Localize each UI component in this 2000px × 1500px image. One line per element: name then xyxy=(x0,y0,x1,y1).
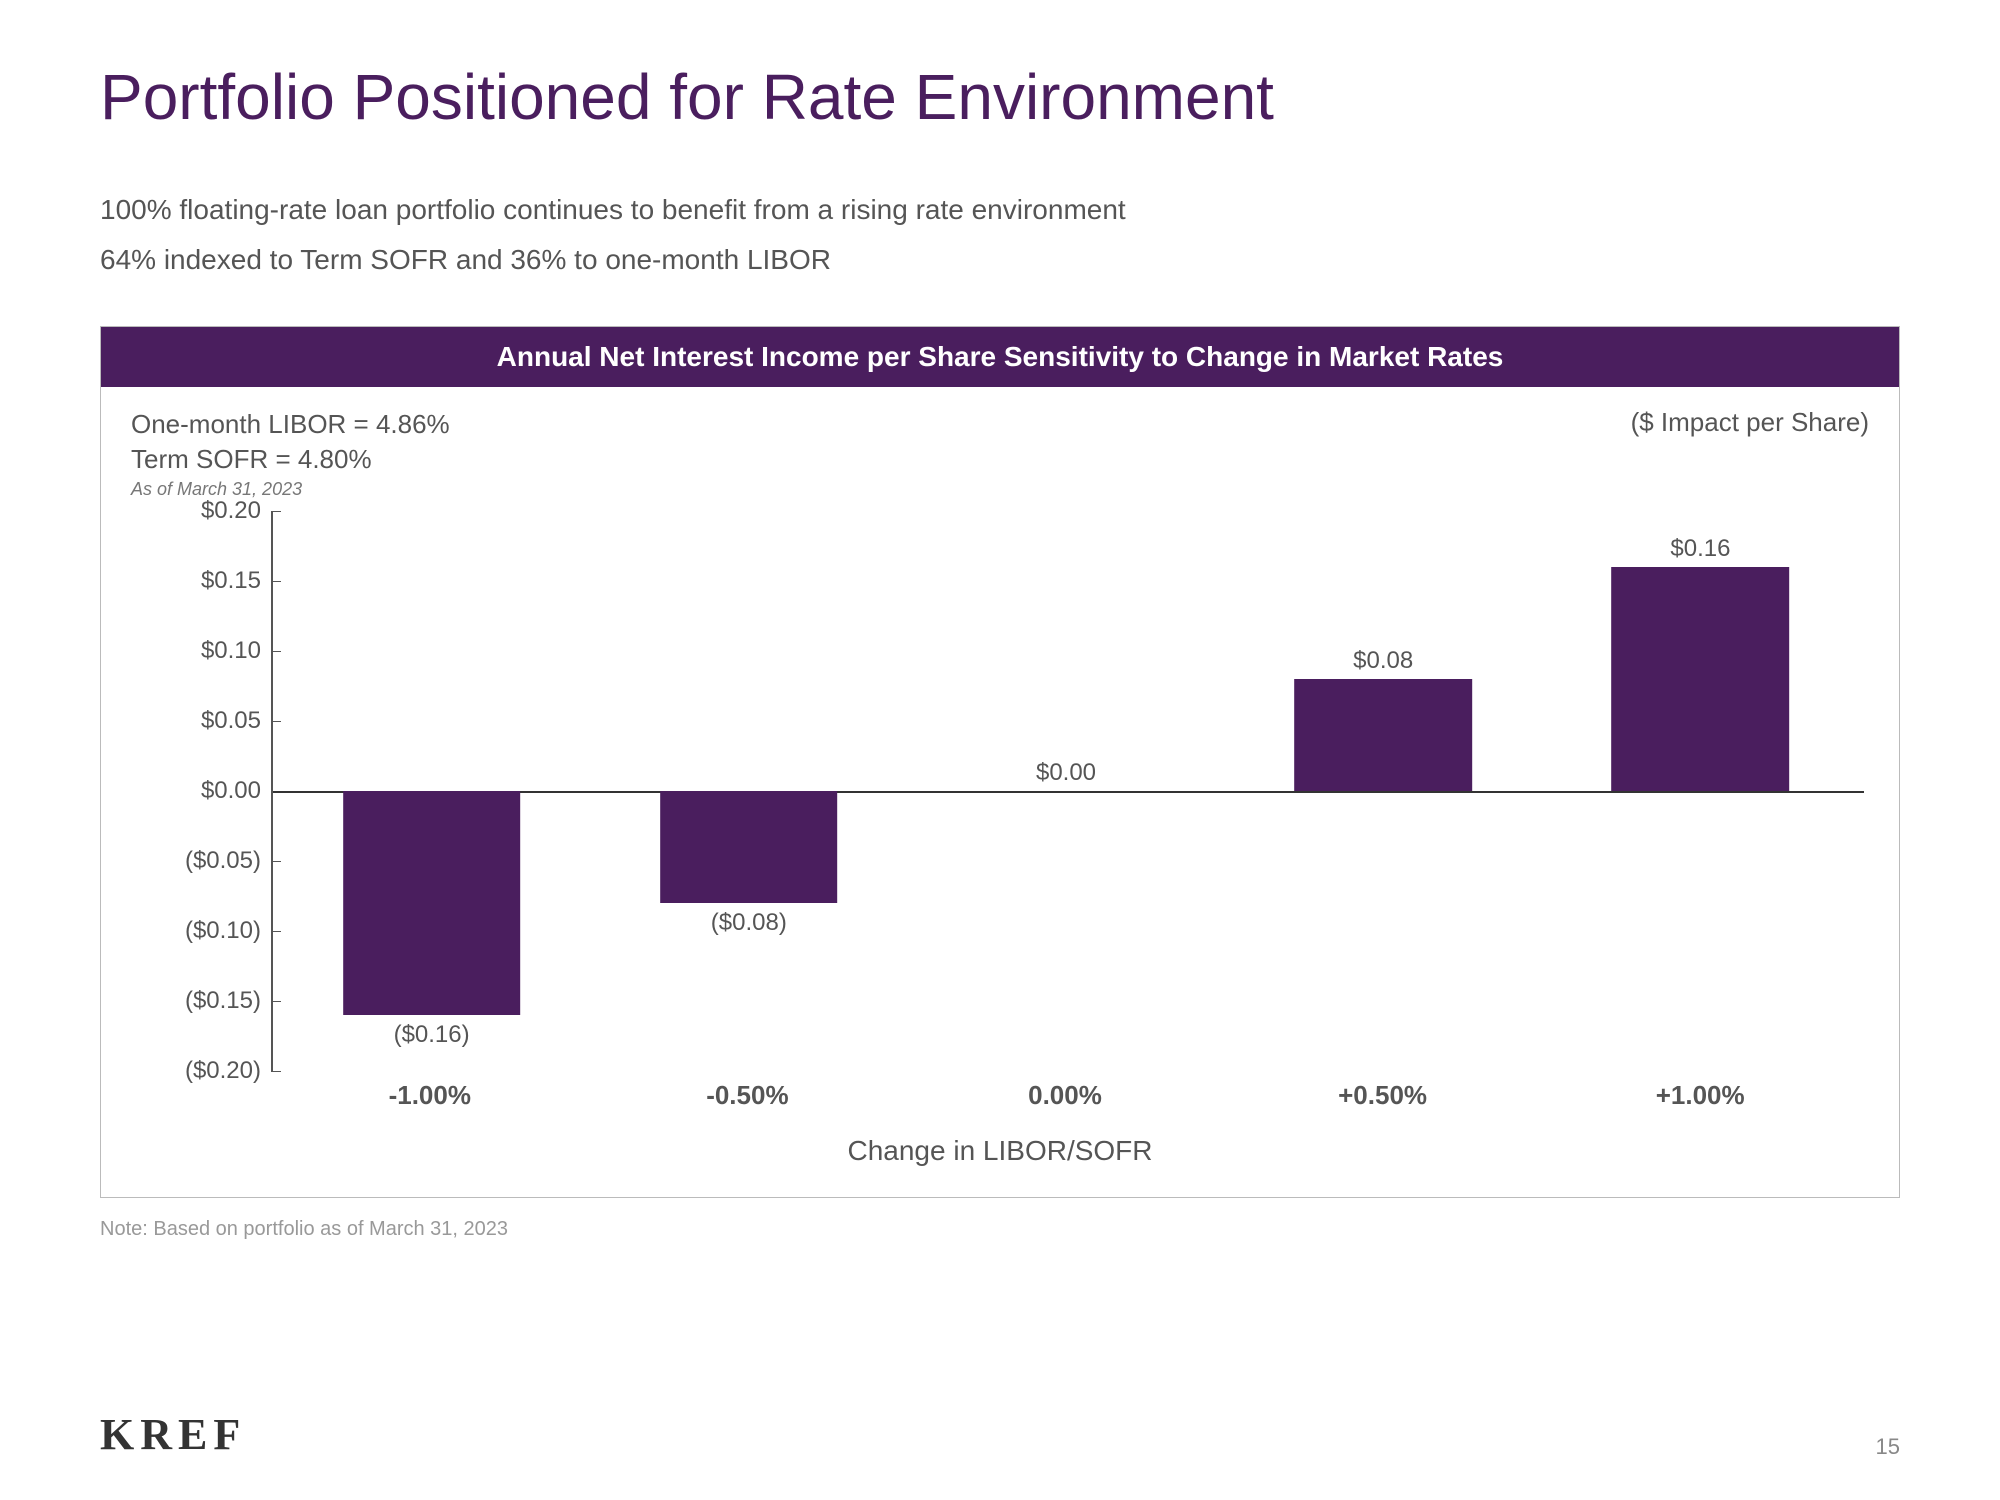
bar-slot: $0.00 xyxy=(907,511,1224,1071)
bar xyxy=(1612,567,1790,791)
bars-group: ($0.16) ($0.08) $0.00 $0.08 $0.16 xyxy=(273,511,1859,1071)
x-tick-label: -0.50% xyxy=(589,1080,907,1111)
bar-slot: $0.08 xyxy=(1225,511,1542,1071)
bar-value-label: ($0.16) xyxy=(394,1021,470,1049)
plot-wrap: $0.20$0.15$0.10$0.05$0.00($0.05)($0.10)(… xyxy=(131,511,1869,1131)
bar-value-label: $0.00 xyxy=(1036,759,1096,787)
y-tick-label: $0.10 xyxy=(201,637,261,665)
bar-slot: $0.16 xyxy=(1542,511,1859,1071)
chart-meta-right: ($ Impact per Share) xyxy=(1631,407,1869,438)
x-axis-title: Change in LIBOR/SOFR xyxy=(131,1135,1869,1167)
page-number: 15 xyxy=(1876,1434,1900,1460)
y-tick-label: $0.20 xyxy=(201,497,261,525)
y-tick-label: ($0.15) xyxy=(185,987,261,1015)
page-title: Portfolio Positioned for Rate Environmen… xyxy=(100,60,1900,134)
footer: KREF 15 xyxy=(100,1409,1900,1460)
bar-value-label: $0.08 xyxy=(1353,647,1413,675)
x-tick-label: 0.00% xyxy=(906,1080,1224,1111)
bar-slot: ($0.16) xyxy=(273,511,590,1071)
y-tick-label: ($0.20) xyxy=(185,1057,261,1085)
bar-slot: ($0.08) xyxy=(590,511,907,1071)
y-tick-label: $0.00 xyxy=(201,777,261,805)
chart-area: One-month LIBOR = 4.86% Term SOFR = 4.80… xyxy=(101,387,1899,1197)
y-tick-label: ($0.05) xyxy=(185,847,261,875)
bar-value-label: $0.16 xyxy=(1670,535,1730,563)
y-axis: $0.20$0.15$0.10$0.05$0.00($0.05)($0.10)(… xyxy=(131,511,271,1071)
y-tick-label: $0.05 xyxy=(201,707,261,735)
y-tick xyxy=(271,1071,281,1072)
y-tick-label: $0.15 xyxy=(201,567,261,595)
logo: KREF xyxy=(100,1409,246,1460)
y-tick-label: ($0.10) xyxy=(185,917,261,945)
chart-meta-left: One-month LIBOR = 4.86% Term SOFR = 4.80… xyxy=(131,407,450,501)
x-tick-label: -1.00% xyxy=(271,1080,589,1111)
bar xyxy=(1294,679,1472,791)
slide: Portfolio Positioned for Rate Environmen… xyxy=(0,0,2000,1500)
chart-banner: Annual Net Interest Income per Share Sen… xyxy=(101,327,1899,387)
chart-meta-row: One-month LIBOR = 4.86% Term SOFR = 4.80… xyxy=(131,407,1869,501)
chart-container: Annual Net Interest Income per Share Sen… xyxy=(100,326,1900,1198)
x-axis: -1.00%-0.50%0.00%+0.50%+1.00% xyxy=(271,1080,1859,1111)
meta-libor: One-month LIBOR = 4.86% xyxy=(131,407,450,442)
x-tick-label: +1.00% xyxy=(1541,1080,1859,1111)
meta-asof: As of March 31, 2023 xyxy=(131,477,450,501)
bar-value-label: ($0.08) xyxy=(711,909,787,937)
plot-region: ($0.16) ($0.08) $0.00 $0.08 $0.16 xyxy=(271,511,1859,1071)
bar xyxy=(660,791,838,903)
subtitle-line-2: 64% indexed to Term SOFR and 36% to one-… xyxy=(100,244,1900,276)
meta-sofr: Term SOFR = 4.80% xyxy=(131,442,450,477)
x-tick-label: +0.50% xyxy=(1224,1080,1542,1111)
bar xyxy=(343,791,521,1015)
footnote: Note: Based on portfolio as of March 31,… xyxy=(100,1218,1900,1241)
subtitle-line-1: 100% floating-rate loan portfolio contin… xyxy=(100,194,1900,226)
